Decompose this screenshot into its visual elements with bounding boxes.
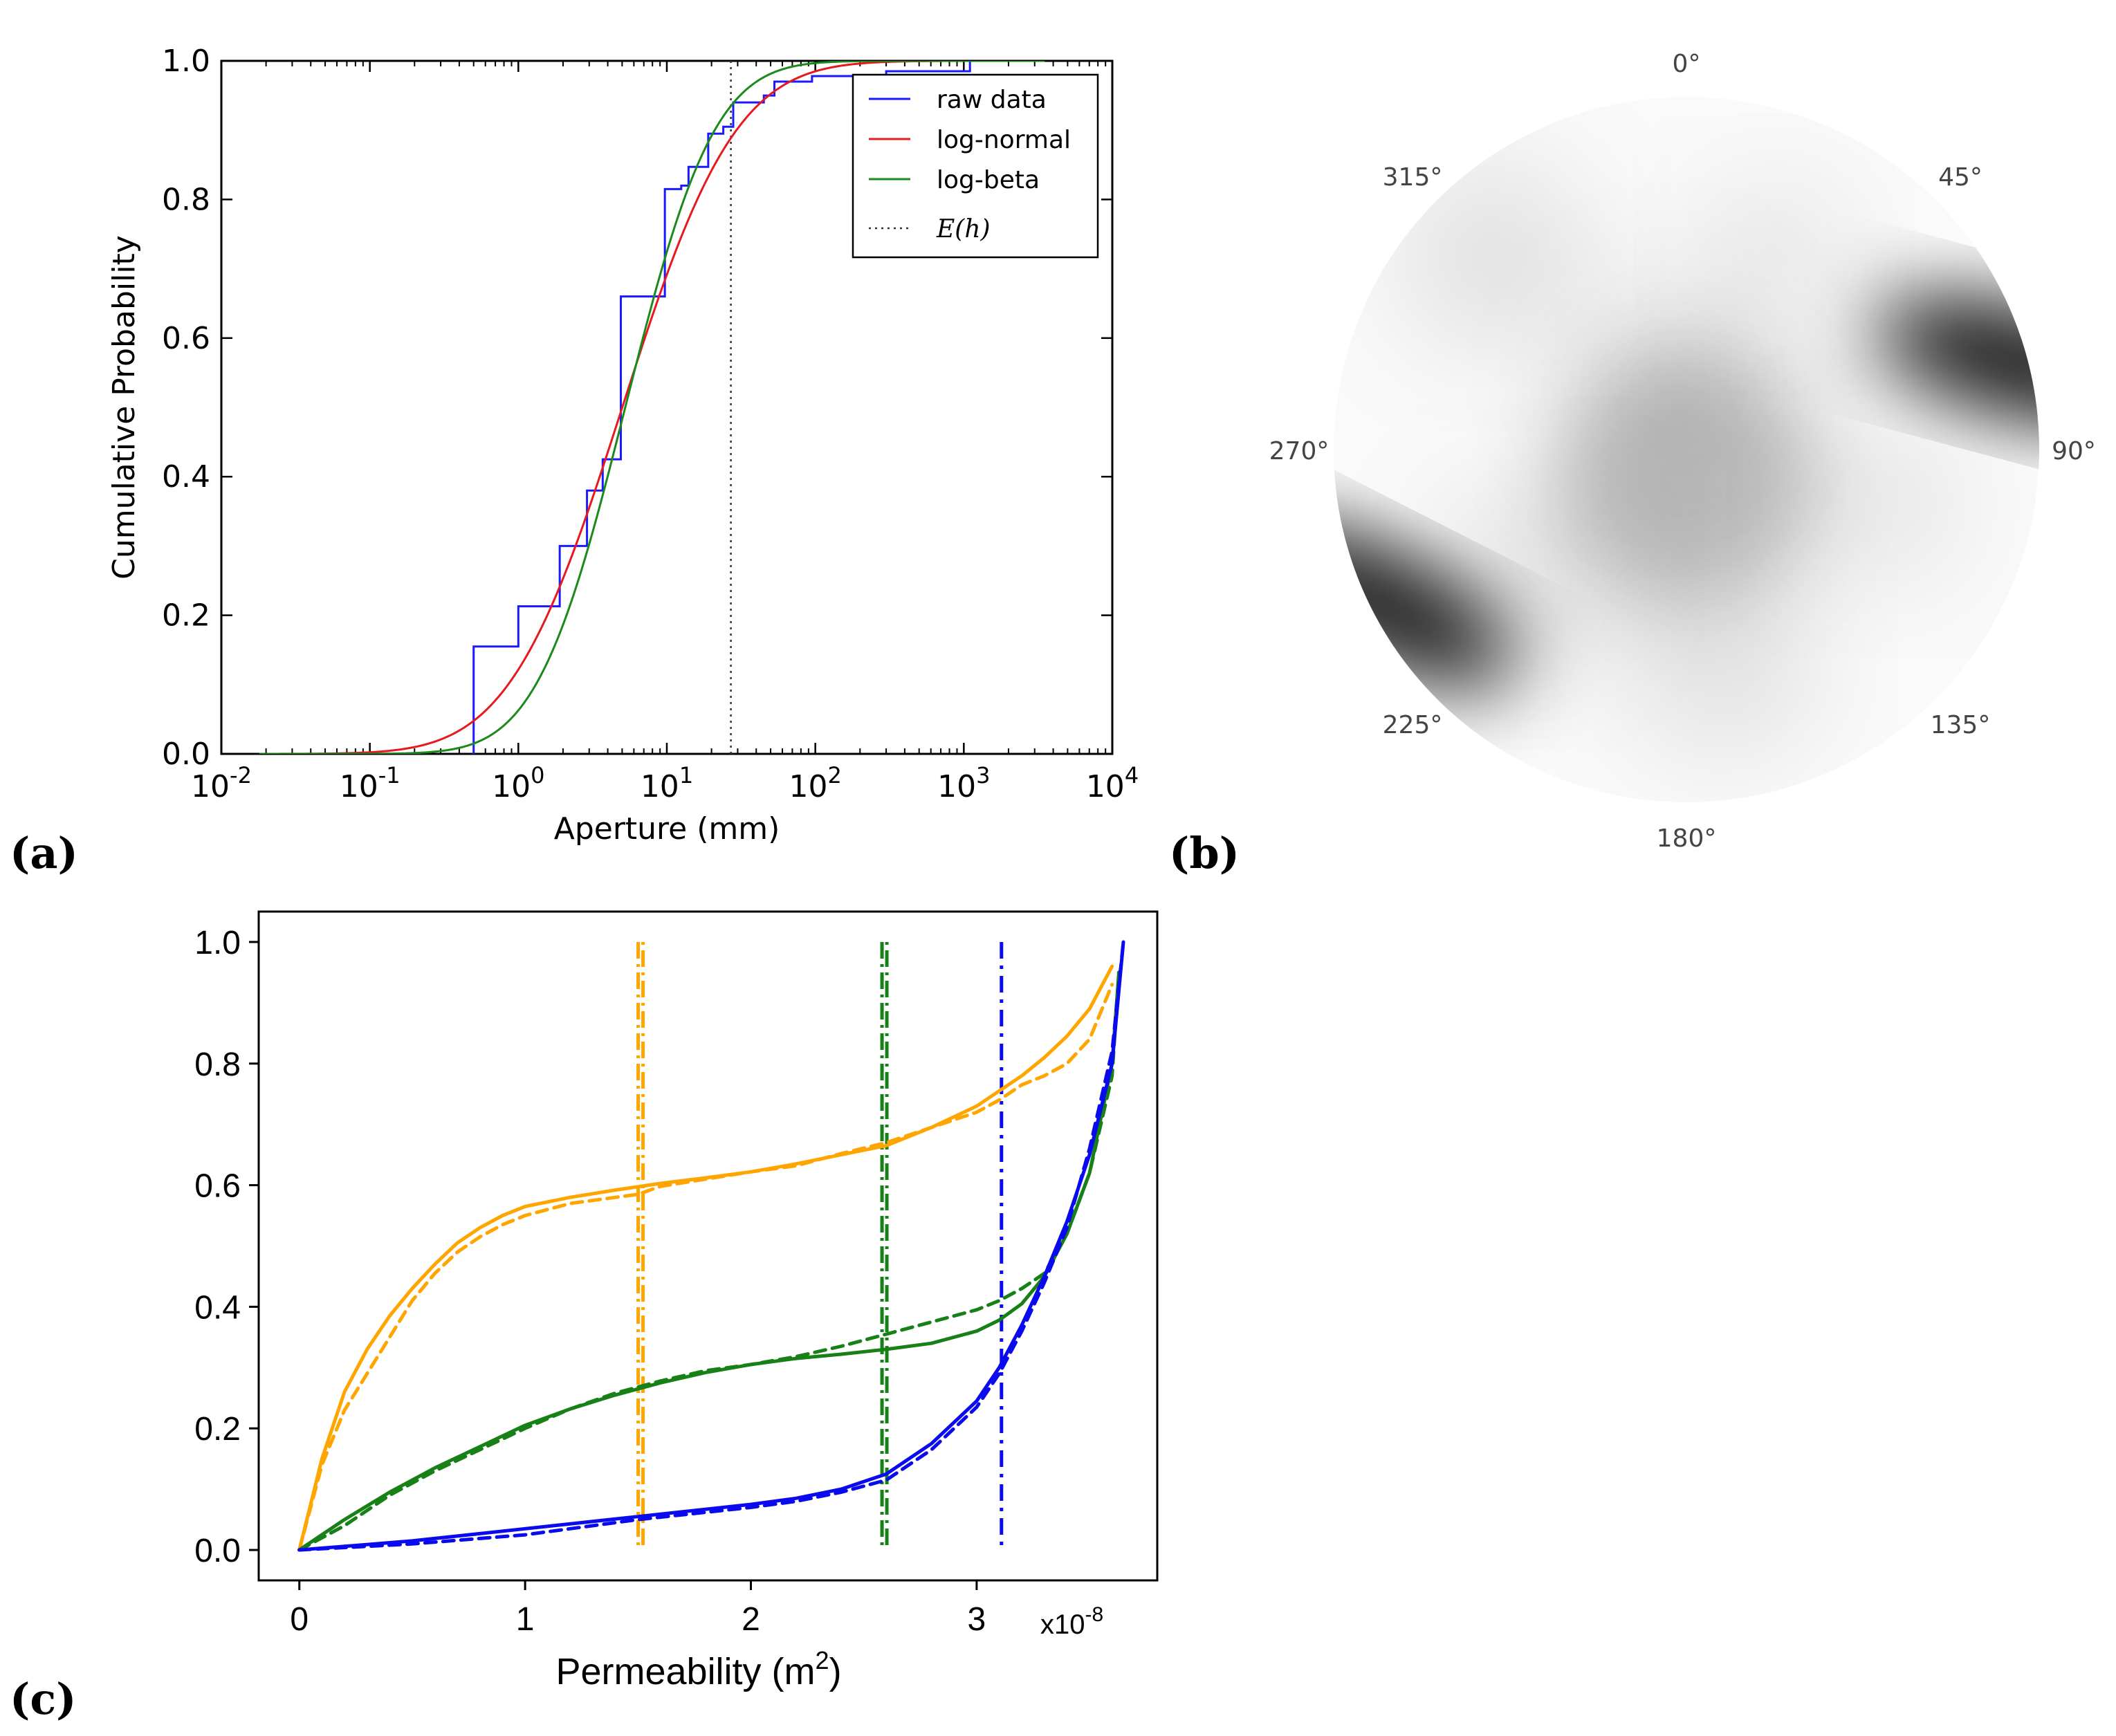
chart-c: 0 1 2 30.00.20.40.60.81.0 Permeability (m2)… [10, 910, 1159, 1724]
x-tick-label: 103 [937, 762, 990, 804]
series-blue-dashed [297, 940, 1125, 1552]
chart-a: 10-2 10-1 100 101 102 103 1040.00.20.40.60.81.… [10, 44, 1139, 878]
polar-center-blob [1559, 350, 1814, 604]
y-tick-label: 0.0 [162, 737, 210, 772]
chart-b-polar: 0° 45° 90° 135° 180° 225° 270° 315° (b) [1169, 50, 2096, 878]
c-y-tick-label: 0.6 [194, 1168, 241, 1205]
polar-mottle [1704, 185, 1846, 326]
x-tick-base: 10 [1086, 769, 1125, 804]
x-tick-label: 101 [641, 762, 693, 804]
x-tick-base: 10 [937, 769, 976, 804]
c-y-tick-label: 1.0 [194, 925, 241, 961]
y-tick-label: 0.6 [162, 321, 210, 356]
chart-a-legend: raw data log-normal log-beta E(h) [852, 73, 1099, 259]
chart-c-xlabel-main: Permeability (m [555, 1651, 815, 1692]
y-tick-label: 0.2 [162, 598, 210, 634]
panel-b-tag: (b) [1169, 828, 1240, 878]
x-tick-exp: 4 [1125, 762, 1139, 788]
x-tick-exp: 3 [976, 762, 990, 788]
polar-angle-label: 90° [2052, 437, 2096, 465]
chart-c-frame [257, 910, 1159, 1582]
panel-c-tag: (c) [10, 1674, 76, 1724]
panel-a-tag: (a) [10, 828, 78, 878]
series-orange-dashed [297, 983, 1114, 1552]
x-tick-exp: -2 [230, 762, 252, 788]
c-x-tick-label: 1 [516, 1601, 535, 1638]
c-x-tick-label: 0 [290, 1601, 309, 1638]
y-tick-label: 0.8 [162, 182, 210, 217]
polar-angle-label: 45° [1938, 163, 1982, 192]
x-tick-exp: 2 [827, 762, 841, 788]
x-tick-label: 100 [492, 762, 544, 804]
scale-note-base: x10 [1040, 1609, 1085, 1640]
x-tick-exp: 0 [531, 762, 544, 788]
series-log-beta [259, 61, 1045, 754]
x-tick-base: 10 [641, 769, 679, 804]
polar-mottle [1803, 425, 1958, 580]
c-y-tick-label: 0.2 [194, 1411, 241, 1448]
chart-a-ylabel: Cumulative Probability [107, 235, 142, 580]
chart-c-xlabel-sup: 2 [816, 1646, 829, 1674]
c-y-tick-label: 0.0 [194, 1533, 241, 1569]
x-tick-label: 10-1 [340, 762, 401, 804]
x-tick-base: 10 [340, 769, 378, 804]
y-tick-label: 1.0 [162, 44, 210, 79]
polar-angle-label: 315° [1383, 163, 1443, 192]
x-tick-label: 10-2 [191, 762, 252, 804]
c-y-tick-label: 0.4 [194, 1289, 241, 1326]
polar-angle-label: 135° [1931, 711, 1991, 739]
series-orange-solid [297, 964, 1114, 1552]
x-tick-exp: -1 [378, 762, 401, 788]
x-tick-base: 10 [191, 769, 230, 804]
polar-mottle [1633, 573, 1810, 750]
c-y-tick-label: 0.8 [194, 1046, 241, 1083]
x-tick-base: 10 [789, 769, 827, 804]
x-tick-label: 104 [1086, 762, 1139, 804]
chart-a-xlabel: Aperture (mm) [554, 811, 780, 847]
legend-eh-label: E(h) [936, 215, 991, 243]
polar-edge-blob [1334, 524, 1516, 685]
chart-c-scale-note: x10-8 [1040, 1603, 1103, 1640]
chart-c-xlabel-close: ) [829, 1651, 842, 1692]
legend-log-beta-label: log-beta [937, 166, 1040, 194]
polar-angle-label: 225° [1383, 711, 1443, 739]
chart-c-xlabel: Permeability (m2) [555, 1646, 841, 1692]
x-tick-base: 10 [492, 769, 531, 804]
c-x-tick-label: 2 [742, 1601, 760, 1638]
x-tick-label: 102 [789, 762, 841, 804]
legend-frame [852, 73, 1099, 259]
x-tick-exp: 1 [679, 762, 693, 788]
polar-angle-label: 180° [1657, 824, 1717, 853]
polar-angle-label: 0° [1673, 50, 1701, 78]
legend-raw-data-label: raw data [937, 86, 1047, 114]
series-raw-data [472, 61, 1035, 754]
scale-note-exp: -8 [1085, 1603, 1104, 1626]
polar-edge-blob-group [1873, 299, 2039, 423]
y-tick-label: 0.4 [162, 459, 210, 495]
legend-log-normal-label: log-normal [937, 126, 1071, 154]
polar-edge-blob [1873, 299, 2039, 423]
c-x-tick-label: 3 [968, 1601, 986, 1638]
polar-angle-label: 270° [1269, 437, 1330, 465]
polar-edge-blob-group [1334, 524, 1516, 685]
polar-mottle [1404, 167, 1581, 344]
